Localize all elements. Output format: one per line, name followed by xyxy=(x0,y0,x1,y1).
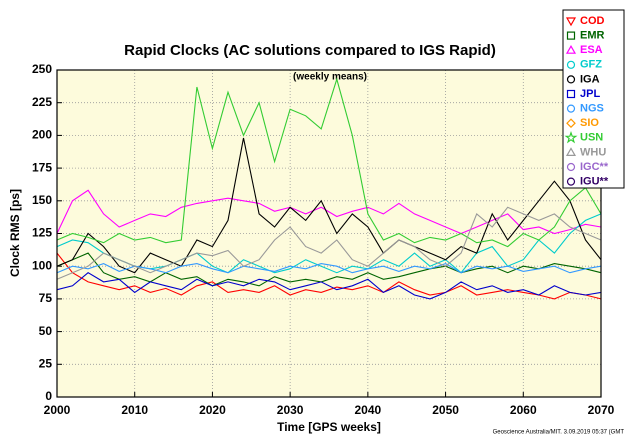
series-line xyxy=(56,252,602,300)
y-tick-label: 50 xyxy=(39,324,53,338)
x-tick-label: 2030 xyxy=(277,403,304,417)
x-tick-label: 2060 xyxy=(510,403,537,417)
footer: Geoscience Australia/MIT. 3.09.2019 05:3… xyxy=(493,430,625,436)
legend-marker xyxy=(566,118,576,129)
y-tick-label: 250 xyxy=(32,62,52,76)
y-tick-label: 225 xyxy=(32,95,52,109)
legend-marker xyxy=(564,130,578,144)
legend-label: GFZ xyxy=(580,59,602,71)
y-tick-label: 175 xyxy=(32,160,52,174)
legend-label: COD xyxy=(580,15,605,27)
series-line xyxy=(56,137,602,274)
x-axis-label: Time [GPS weeks] xyxy=(277,420,381,434)
series-line xyxy=(56,189,602,235)
legend-marker xyxy=(566,104,576,113)
legend-marker xyxy=(566,75,576,84)
x-tick-label: 2000 xyxy=(44,403,71,417)
series-line xyxy=(56,252,602,287)
legend-label: EMR xyxy=(580,30,605,42)
legend-label: ESA xyxy=(580,44,603,56)
annotation: (weekly means) xyxy=(293,72,367,83)
legend-label: IGU** xyxy=(580,176,609,188)
legend-marker xyxy=(566,60,576,69)
legend-label: IGC** xyxy=(580,161,609,173)
y-tick-label: 100 xyxy=(32,258,52,272)
x-tick-label: 2010 xyxy=(121,403,148,417)
y-tick-label: 200 xyxy=(32,128,52,142)
legend-marker xyxy=(565,44,577,54)
y-tick-label: 125 xyxy=(32,226,52,240)
x-tick-label: 2050 xyxy=(432,403,459,417)
legend: COD EMR ESA GFZ IGA JPL NGS SIO USN WHU IGC** IGU** xyxy=(562,9,625,189)
x-tick-label: 2020 xyxy=(199,403,226,417)
y-tick-label: 0 xyxy=(45,389,52,403)
legend-marker xyxy=(565,17,577,27)
legend-label: SIO xyxy=(580,117,599,129)
y-tick-label: 75 xyxy=(39,291,53,305)
legend-label: NGS xyxy=(580,103,604,115)
legend-marker xyxy=(566,31,576,40)
y-tick-label: 150 xyxy=(32,193,52,207)
legend-marker xyxy=(566,162,576,172)
y-axis-label: Clock RMS [ps] xyxy=(8,189,22,277)
lines xyxy=(56,77,602,300)
y-tick-label: 25 xyxy=(39,356,53,370)
legend-marker xyxy=(566,89,576,99)
legend-label: USN xyxy=(580,132,603,144)
series-line xyxy=(56,262,602,274)
legend-label: WHU xyxy=(580,146,606,158)
legend-label: JPL xyxy=(580,88,600,100)
legend-marker xyxy=(565,147,577,156)
x-tick-label: 2070 xyxy=(588,403,615,417)
legend-marker xyxy=(566,177,576,186)
x-tick-label: 2040 xyxy=(355,403,382,417)
chart-title: Rapid Clocks (AC solutions compared to I… xyxy=(124,42,496,59)
series-line xyxy=(56,206,602,280)
series-line xyxy=(56,272,602,300)
plot-frame xyxy=(56,69,602,398)
series-line xyxy=(56,77,602,248)
legend-label: IGA xyxy=(580,73,600,85)
